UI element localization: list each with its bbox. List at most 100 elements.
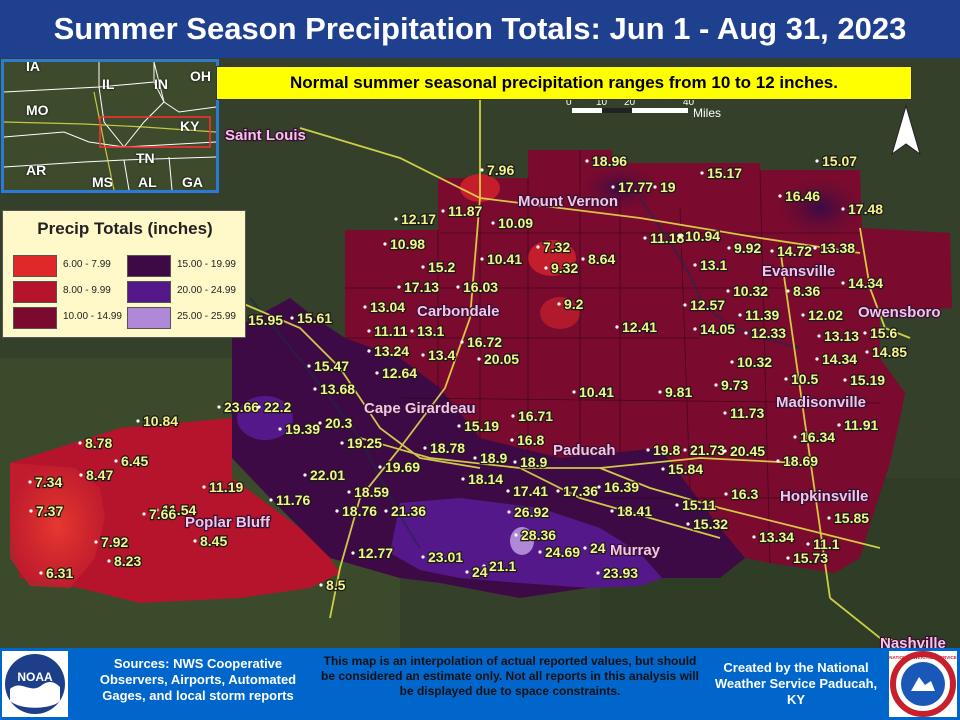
- inset-state-label: AL: [138, 174, 157, 190]
- station-value: 14.05: [700, 321, 735, 337]
- station-marker: [421, 555, 425, 559]
- legend-swatch: [13, 255, 57, 277]
- station-marker: [363, 305, 367, 309]
- city-label: Evansville: [762, 263, 835, 280]
- precip-region-6-8: [10, 463, 105, 588]
- station-value: 21.36: [391, 503, 426, 519]
- station-value: 14.34: [822, 351, 857, 367]
- city-label: Madisonville: [776, 394, 866, 411]
- station-value: 22.01: [310, 467, 345, 483]
- station-marker: [865, 350, 869, 354]
- station-marker: [421, 265, 425, 269]
- station-marker: [815, 159, 819, 163]
- station-marker: [367, 349, 371, 353]
- precip-blob-dark: [582, 166, 658, 210]
- station-marker: [480, 168, 484, 172]
- scale-tick: 0: [566, 97, 572, 108]
- legend-label: 15.00 - 19.99: [177, 259, 236, 270]
- station-marker: [506, 489, 510, 493]
- station-value: 19.25: [347, 435, 382, 451]
- inset-map-canvas: [4, 62, 216, 190]
- station-marker: [491, 221, 495, 225]
- station-marker: [610, 509, 614, 513]
- precipitation-map: 0 10 20 40 Miles Saint Louis Mount Vernon…: [0, 58, 960, 648]
- station-value: 12.41: [622, 319, 657, 335]
- station-value: 10.5: [791, 371, 818, 387]
- station-value: 11.1: [813, 536, 840, 552]
- station-marker: [544, 266, 548, 270]
- station-marker: [335, 509, 339, 513]
- station-value: 17.48: [848, 201, 883, 217]
- station-marker: [572, 390, 576, 394]
- station-value: 9.81: [665, 384, 692, 400]
- station-value: 10.84: [143, 413, 178, 429]
- station-marker: [714, 383, 718, 387]
- city-label: Mount Vernon: [518, 193, 618, 210]
- station-value: 17.13: [404, 279, 439, 295]
- station-marker: [786, 289, 790, 293]
- station-marker: [511, 414, 515, 418]
- station-marker: [347, 490, 351, 494]
- station-marker: [686, 522, 690, 526]
- station-value: 7.32: [543, 239, 570, 255]
- inset-state-label: MS: [92, 174, 113, 190]
- rivers: [249, 197, 801, 549]
- legend-label: 25.00 - 25.99: [177, 311, 236, 322]
- station-marker: [611, 185, 615, 189]
- station-marker: [318, 421, 322, 425]
- station-value: 9.73: [721, 377, 748, 393]
- precip-region-15-20: [232, 298, 745, 598]
- inset-state-label: IA: [26, 59, 40, 74]
- footer-disclaimer: This map is an interpolation of actual r…: [321, 654, 699, 698]
- station-marker: [806, 542, 810, 546]
- page-title: Summer Season Precipitation Totals: Jun …: [53, 11, 907, 46]
- inset-roads: [4, 91, 216, 190]
- station-value: 16.03: [463, 279, 498, 295]
- station-marker: [421, 353, 425, 357]
- station-marker: [269, 498, 273, 502]
- station-value: 21.73: [690, 442, 725, 458]
- station-marker: [397, 285, 401, 289]
- station-value: 8.23: [114, 553, 141, 569]
- nws-logo-icon: NATIONAL WEATHER SERVICE: [889, 651, 957, 717]
- station-marker: [367, 329, 371, 333]
- station-marker: [615, 325, 619, 329]
- station-marker: [278, 427, 282, 431]
- station-value: 15.19: [464, 418, 499, 434]
- station-marker: [817, 334, 821, 338]
- legend-swatch: [127, 307, 171, 329]
- station-marker: [661, 467, 665, 471]
- station-value: 16.39: [604, 479, 639, 495]
- station-value: 17.77: [618, 179, 653, 195]
- station-value: 11.18: [650, 230, 684, 246]
- station-marker: [827, 516, 831, 520]
- inset-state-label: IL: [102, 76, 115, 92]
- station-marker: [136, 419, 140, 423]
- scale-unit: Miles: [693, 106, 721, 120]
- station-marker: [94, 540, 98, 544]
- nws-logo-text: NATIONAL WEATHER SERVICE: [889, 655, 956, 660]
- station-marker: [510, 438, 514, 442]
- station-marker: [460, 340, 464, 344]
- inset-locator-map: IA IL IN OH MO KY AR TN MS AL GA: [1, 59, 219, 193]
- station-value: 11.76: [276, 492, 310, 508]
- legend-swatch: [127, 255, 171, 277]
- station-marker: [257, 405, 261, 409]
- station-value: 15.85: [834, 510, 869, 526]
- city-label: Carbondale: [417, 303, 500, 320]
- inset-state-label: MO: [26, 102, 49, 118]
- station-marker: [597, 485, 601, 489]
- station-value: 10.41: [487, 251, 522, 267]
- station-value: 7.37: [36, 503, 63, 519]
- inset-state-label: GA: [182, 174, 203, 190]
- station-value: 9.32: [551, 260, 578, 276]
- station-value: 11.87: [448, 203, 482, 219]
- station-value: 12.77: [358, 545, 393, 561]
- station-marker: [646, 448, 650, 452]
- station-value: 9.2: [564, 296, 584, 312]
- station-marker: [793, 435, 797, 439]
- station-marker: [307, 364, 311, 368]
- station-value: 26.92: [514, 504, 549, 520]
- station-marker: [507, 510, 511, 514]
